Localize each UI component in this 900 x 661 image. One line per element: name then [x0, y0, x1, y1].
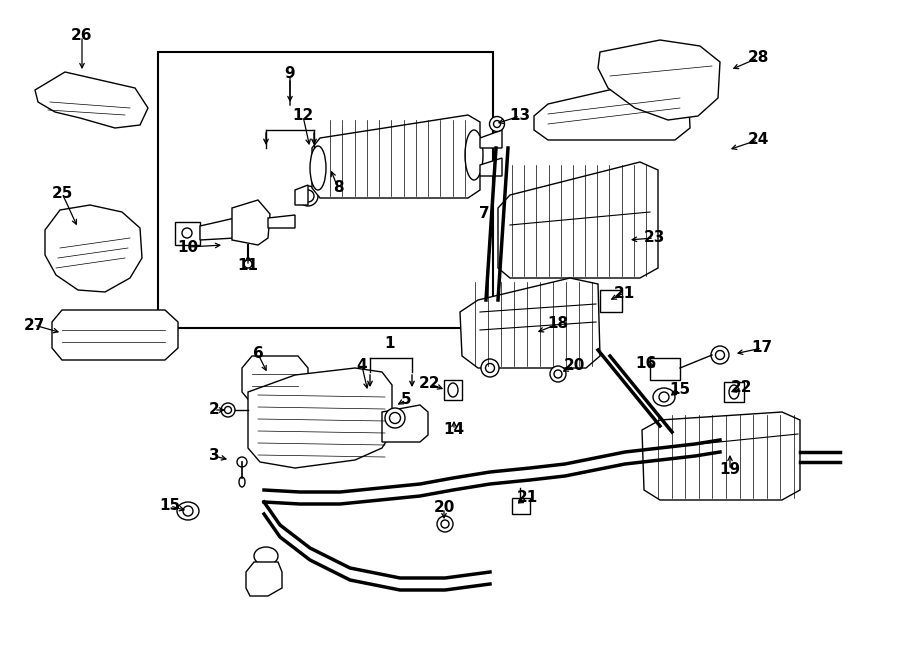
Polygon shape	[246, 562, 282, 596]
Text: 22: 22	[731, 381, 752, 395]
Ellipse shape	[481, 359, 499, 377]
Ellipse shape	[254, 547, 278, 565]
Polygon shape	[480, 158, 502, 176]
Text: 20: 20	[433, 500, 454, 516]
Ellipse shape	[554, 370, 562, 378]
Ellipse shape	[224, 407, 231, 414]
Polygon shape	[175, 222, 200, 245]
Text: 21: 21	[517, 490, 537, 506]
Text: 14: 14	[444, 422, 464, 438]
Polygon shape	[480, 130, 502, 148]
Text: 24: 24	[747, 132, 769, 147]
Polygon shape	[600, 290, 622, 312]
Ellipse shape	[237, 457, 247, 467]
Ellipse shape	[310, 146, 326, 190]
Bar	[158, 52, 493, 328]
Ellipse shape	[298, 186, 318, 206]
Text: 11: 11	[238, 258, 258, 274]
Polygon shape	[312, 115, 480, 198]
Text: 18: 18	[547, 317, 569, 332]
Text: 23: 23	[644, 231, 665, 245]
Text: 7: 7	[479, 206, 490, 221]
Ellipse shape	[729, 385, 739, 399]
Polygon shape	[650, 358, 680, 380]
Ellipse shape	[390, 412, 400, 424]
Ellipse shape	[302, 190, 314, 202]
Ellipse shape	[490, 116, 505, 132]
Ellipse shape	[465, 130, 483, 180]
Text: 2: 2	[209, 403, 220, 418]
Text: 4: 4	[356, 358, 367, 373]
Text: 22: 22	[419, 377, 441, 391]
Polygon shape	[295, 185, 308, 205]
Text: 25: 25	[51, 186, 73, 200]
Polygon shape	[498, 162, 658, 278]
Ellipse shape	[221, 403, 235, 417]
Ellipse shape	[653, 388, 675, 406]
Polygon shape	[642, 412, 800, 500]
Text: 1: 1	[385, 336, 395, 352]
Polygon shape	[444, 380, 462, 400]
Text: 3: 3	[209, 449, 220, 463]
Ellipse shape	[177, 502, 199, 520]
Text: 28: 28	[747, 50, 769, 65]
Ellipse shape	[441, 520, 449, 528]
Polygon shape	[200, 218, 235, 240]
Text: 12: 12	[292, 108, 313, 124]
Polygon shape	[242, 356, 308, 404]
Text: 15: 15	[159, 498, 181, 514]
Polygon shape	[35, 72, 148, 128]
Ellipse shape	[493, 120, 500, 128]
Ellipse shape	[244, 260, 252, 268]
Ellipse shape	[485, 364, 494, 373]
Polygon shape	[598, 40, 720, 120]
Text: 17: 17	[752, 340, 772, 356]
Text: 5: 5	[400, 393, 411, 407]
Polygon shape	[724, 382, 744, 402]
Text: 16: 16	[635, 356, 657, 371]
Ellipse shape	[182, 228, 192, 238]
Ellipse shape	[550, 366, 566, 382]
Ellipse shape	[716, 350, 724, 360]
Text: 26: 26	[71, 28, 93, 44]
Text: 19: 19	[719, 463, 741, 477]
Text: 15: 15	[670, 383, 690, 397]
Ellipse shape	[183, 506, 193, 516]
Ellipse shape	[437, 516, 453, 532]
Text: 8: 8	[333, 180, 343, 196]
Polygon shape	[248, 368, 392, 468]
Polygon shape	[232, 200, 270, 245]
Polygon shape	[52, 310, 178, 360]
Polygon shape	[382, 405, 428, 442]
Ellipse shape	[711, 346, 729, 364]
Polygon shape	[45, 205, 142, 292]
Text: 6: 6	[253, 346, 264, 362]
Polygon shape	[534, 76, 690, 140]
Ellipse shape	[385, 408, 405, 428]
Text: 21: 21	[614, 286, 634, 301]
Text: 10: 10	[177, 239, 199, 254]
Polygon shape	[512, 498, 530, 514]
Ellipse shape	[659, 392, 669, 402]
Text: 27: 27	[23, 317, 45, 332]
Text: 20: 20	[563, 358, 585, 373]
Text: 13: 13	[509, 108, 531, 124]
Polygon shape	[268, 215, 295, 228]
Ellipse shape	[448, 383, 458, 397]
Polygon shape	[460, 278, 600, 368]
Text: 9: 9	[284, 67, 295, 81]
Ellipse shape	[239, 477, 245, 487]
